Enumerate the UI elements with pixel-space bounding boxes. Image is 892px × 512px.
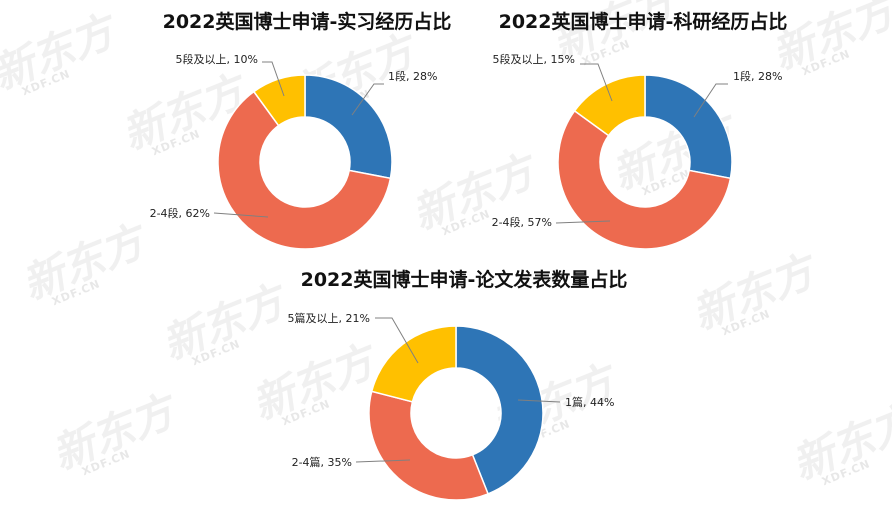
leader-line xyxy=(555,220,611,224)
leader-line xyxy=(693,83,728,118)
leader-line xyxy=(262,61,285,97)
chart-publications: 2022英国博士申请-论文发表数量占比 1篇, 44% 2-4篇, 35% 5篇及以… xyxy=(288,268,628,501)
leader-line xyxy=(580,63,613,102)
data-label: 2-4段, 62% xyxy=(150,206,210,220)
data-label: 1篇, 44% xyxy=(565,395,614,409)
chart-title: 2022英国博士申请-实习经历占比 xyxy=(163,10,452,33)
data-label: 5篇及以上, 21% xyxy=(288,311,370,325)
donut-slice-2 xyxy=(217,90,392,250)
leader-line xyxy=(355,459,411,463)
chart-internship: 2022英国博士申请-实习经历占比 1段, 28% 2-4段, 62% 5段及以上,… xyxy=(150,10,452,250)
chart-title: 2022英国博士申请-科研经历占比 xyxy=(499,10,788,33)
data-label: 5段及以上, 10% xyxy=(176,52,258,66)
donut-slice-2 xyxy=(557,109,732,250)
data-label: 1段, 28% xyxy=(733,69,782,83)
leader-line xyxy=(213,212,269,218)
data-label: 5段及以上, 15% xyxy=(493,52,575,66)
chart-title: 2022英国博士申请-论文发表数量占比 xyxy=(301,268,628,291)
donut-slice-1 xyxy=(644,74,733,180)
leader-line xyxy=(351,83,384,116)
watermark-text: 新东方 xyxy=(0,4,126,99)
chart-research: 2022英国博士申请-科研经历占比 1段, 28% 2-4段, 57% 5段及以上,… xyxy=(492,10,788,250)
donut-slice-1 xyxy=(304,74,393,180)
donut-slice-3 xyxy=(573,74,646,137)
data-label: 2-4篇, 35% xyxy=(292,455,352,469)
data-label: 1段, 28% xyxy=(388,69,437,83)
leader-line xyxy=(517,399,561,403)
donut-slice-3 xyxy=(252,74,306,127)
donut-slice-1 xyxy=(455,325,544,495)
data-label: 2-4段, 57% xyxy=(492,215,552,229)
donut-slice-3 xyxy=(370,325,457,403)
leader-line xyxy=(375,317,419,364)
donut-slice-2 xyxy=(368,390,490,501)
